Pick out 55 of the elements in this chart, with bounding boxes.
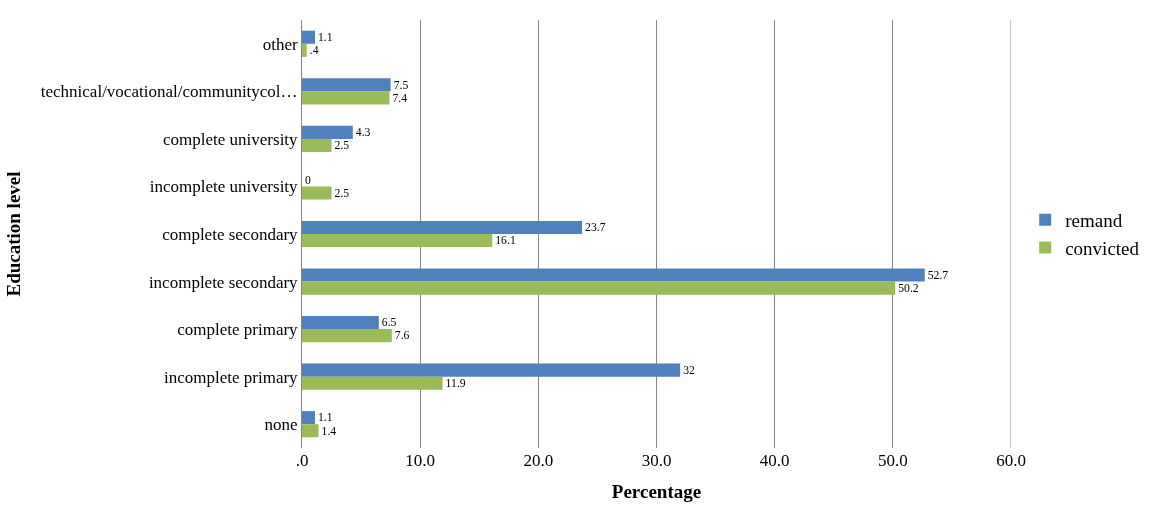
bar xyxy=(302,30,315,44)
data-label: 50.2 xyxy=(898,281,919,295)
data-label: 23.7 xyxy=(585,221,606,235)
data-label: 11.9 xyxy=(445,376,466,390)
data-label: 7.5 xyxy=(393,78,409,92)
bar xyxy=(302,329,392,343)
y-tick-label: incomplete primary xyxy=(164,367,299,387)
data-label: 7.4 xyxy=(392,91,408,105)
x-axis-title: Percentage xyxy=(611,480,702,502)
bar xyxy=(302,411,315,425)
bar xyxy=(302,424,319,438)
data-label: 16.1 xyxy=(495,234,516,248)
data-label: 4.3 xyxy=(355,126,371,140)
data-label: 1.1 xyxy=(318,31,333,45)
bar xyxy=(302,78,391,92)
bar xyxy=(302,363,681,377)
bar xyxy=(302,376,443,390)
data-label: 2.5 xyxy=(334,186,350,200)
bar xyxy=(302,125,353,139)
data-label: 52.7 xyxy=(927,268,949,282)
bar xyxy=(302,91,390,105)
bar xyxy=(302,43,307,57)
y-tick-label: complete secondary xyxy=(162,224,299,244)
bar xyxy=(302,220,583,234)
data-label: 7.6 xyxy=(394,329,410,343)
x-tick-label: 20.0 xyxy=(523,451,554,470)
x-tick-label: 10.0 xyxy=(405,451,436,470)
y-tick-label: incomplete secondary xyxy=(148,272,299,292)
legend-label: convicted xyxy=(1065,237,1140,259)
x-tick-label: 30.0 xyxy=(641,451,672,470)
bar xyxy=(302,138,332,152)
bar xyxy=(302,234,493,248)
y-tick-label: incomplete university xyxy=(149,177,299,197)
bar xyxy=(302,281,896,295)
data-label: 1.4 xyxy=(321,424,337,438)
bar xyxy=(302,186,332,200)
data-label: .4 xyxy=(309,44,319,58)
y-tick-label: other xyxy=(262,34,298,54)
y-tick-label: technical/vocational/communitycol… xyxy=(40,82,298,102)
data-label: 32 xyxy=(683,363,695,377)
legend-label: remand xyxy=(1065,210,1123,232)
y-tick-label: none xyxy=(264,415,298,435)
x-tick-label: 60.0 xyxy=(996,451,1026,470)
bar xyxy=(302,268,925,282)
x-tick-label: 40.0 xyxy=(759,451,790,470)
x-tick-label: 50.0 xyxy=(877,451,908,470)
x-tick-label: .0 xyxy=(295,451,309,470)
y-axis-title: Education level xyxy=(2,171,24,297)
y-tick-label: complete primary xyxy=(177,320,299,340)
bar xyxy=(302,316,379,330)
data-label: 1.1 xyxy=(318,411,333,425)
data-label: 0 xyxy=(305,173,311,187)
y-tick-label: complete university xyxy=(163,129,299,149)
data-label: 6.5 xyxy=(381,316,397,330)
data-label: 2.5 xyxy=(334,139,350,153)
